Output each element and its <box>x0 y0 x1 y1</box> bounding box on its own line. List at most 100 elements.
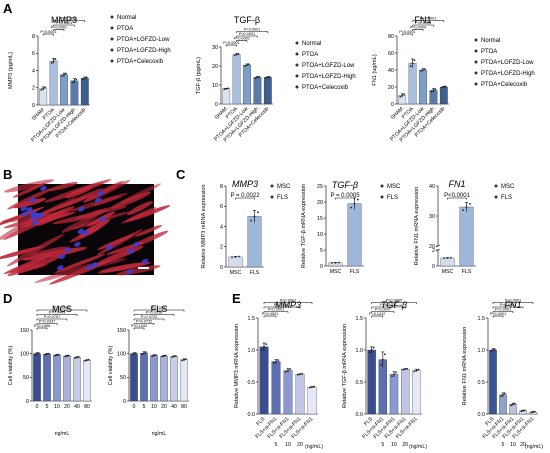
data-point <box>144 351 147 354</box>
legend-label: FLS <box>387 195 398 201</box>
x-tick-label: FLS <box>350 269 360 275</box>
data-point <box>415 369 418 372</box>
data-point <box>411 62 414 65</box>
data-point <box>423 68 426 71</box>
data-point <box>171 356 174 358</box>
y-tick-label: 0.0 <box>478 412 486 418</box>
p-value: P=0.0732 <box>136 320 152 324</box>
y-tick-label: 2 <box>220 245 223 251</box>
p-value: P<0.0001 <box>268 308 284 312</box>
dose-label: 20 <box>402 442 408 448</box>
data-point <box>450 256 452 259</box>
y-tick-label: 0 <box>123 399 126 405</box>
data-point <box>313 385 316 388</box>
data-point <box>47 352 50 355</box>
data-point <box>265 77 267 79</box>
cell-nucleus <box>31 220 39 226</box>
y-axis-label: Relative FN1 mRNA expression <box>462 327 468 406</box>
p-value: P<0.0001 <box>444 193 471 199</box>
data-point <box>257 211 259 214</box>
y-tick-label: 100 <box>20 351 29 357</box>
y-axis-label: Relative MMP3 mRNA expression <box>201 184 207 268</box>
cell-cytoskeleton <box>52 212 104 225</box>
legend-marker <box>474 82 478 86</box>
y-tick-label: 5 <box>320 248 323 254</box>
p-value: P<0.0001 <box>495 308 511 312</box>
legend-marker <box>380 195 384 199</box>
data-point <box>403 93 405 96</box>
data-point <box>469 202 471 205</box>
x-tick-label: MSC <box>330 269 342 275</box>
panel-label-c: C <box>176 167 186 182</box>
data-point <box>379 364 382 366</box>
y-tick-label: 0 <box>391 102 394 108</box>
cell-nucleus <box>64 247 71 253</box>
x-axis-label: (ng/mL) <box>525 444 543 450</box>
data-point <box>263 345 265 348</box>
legend-marker <box>494 184 498 188</box>
data-point <box>462 209 464 212</box>
data-point <box>131 353 134 356</box>
data-point <box>446 257 449 259</box>
y-axis-label: Relative FN1 mRNA expression <box>414 187 420 266</box>
cell-nucleus <box>99 216 106 222</box>
legend-label: PTOA+Celecoxib <box>302 85 349 91</box>
y-axis-label: Relative MMP3 mRNA expression <box>234 324 240 408</box>
data-point <box>299 373 301 376</box>
cell-cytoskeleton <box>12 182 46 198</box>
y-tick-label: 6 <box>220 204 223 210</box>
data-point <box>77 356 80 358</box>
data-point <box>413 59 416 62</box>
data-point <box>74 357 77 359</box>
panel-label-a: A <box>3 1 13 16</box>
y-tick-label: 20 <box>388 85 394 91</box>
legend-c-3: MSC FLS <box>494 184 515 201</box>
data-point <box>83 77 86 80</box>
data-point <box>37 352 40 354</box>
cell-cytoskeleton <box>0 216 39 241</box>
data-point <box>370 349 373 351</box>
cell-cytoskeleton <box>0 246 43 260</box>
dose-label: 10 <box>285 442 291 448</box>
data-point <box>289 368 292 371</box>
cell-cytoskeleton <box>6 234 64 267</box>
data-point <box>254 77 257 79</box>
bar <box>140 353 148 402</box>
y-tick-label: 0 <box>432 264 435 270</box>
p-value: P=0.1066 <box>34 324 50 328</box>
data-point <box>84 359 87 362</box>
p-value: P = 0.0022 <box>230 193 260 199</box>
bar <box>228 256 243 268</box>
bar <box>499 394 507 415</box>
cell-nucleus <box>97 190 105 196</box>
chart-title: TGF-β <box>381 300 407 310</box>
data-point <box>173 355 175 358</box>
legend-marker <box>494 195 498 199</box>
y-tick-label: 15 <box>317 216 323 222</box>
data-point <box>164 354 167 357</box>
data-point <box>225 87 228 90</box>
legend-label: PTOA+LGFZD-Low <box>117 37 170 43</box>
data-point <box>234 255 237 258</box>
bar <box>53 354 61 402</box>
data-point <box>413 370 416 373</box>
data-point <box>393 373 395 376</box>
p-value: P=0.0001 <box>262 312 278 316</box>
x-tick-label: FLS <box>484 416 495 427</box>
cell-nucleus <box>57 265 64 271</box>
data-point <box>409 65 412 68</box>
data-point <box>247 63 250 66</box>
data-point <box>66 355 68 357</box>
x-tick-label: 10 <box>151 404 157 410</box>
bar <box>429 90 438 105</box>
cell-nucleus <box>74 241 81 247</box>
cell-nucleus <box>132 241 140 247</box>
legend-label: MSC <box>387 184 401 190</box>
y-tick-label: 0 <box>26 399 29 405</box>
p-value: P<0.0001 <box>234 37 250 41</box>
data-point <box>287 369 289 372</box>
data-point <box>154 354 157 356</box>
p-value: P=0.0037 <box>380 303 396 307</box>
y-tick-label: 1.0 <box>478 348 486 354</box>
data-point <box>223 88 226 91</box>
